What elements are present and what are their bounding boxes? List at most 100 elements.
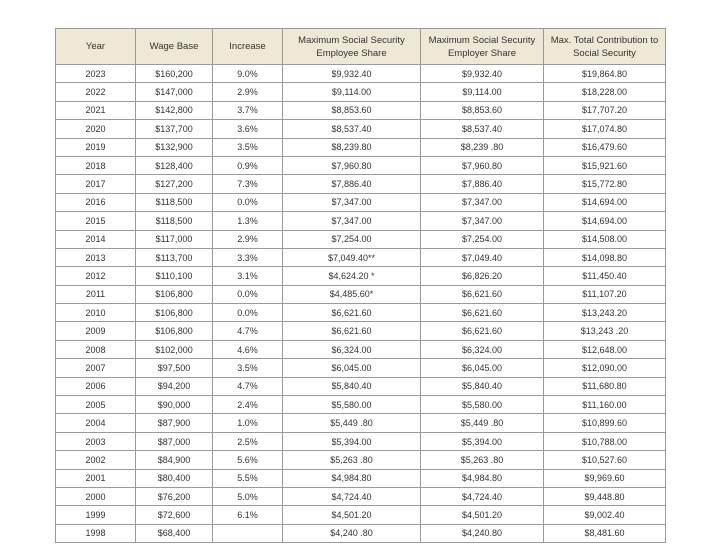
- table-cell: 5.5%: [212, 468, 283, 488]
- table-cell: $7,347.00: [420, 211, 544, 231]
- table-row: 2010 $106,800 0.0% $6,621.60 $6,621.60 $13,24…: [55, 303, 666, 323]
- table-cell: $118,500: [135, 192, 213, 213]
- table-row: 2001 $80,400 5.5% $4,984.80 $4,984.80 $9,969.…: [55, 468, 666, 488]
- table-cell: 2.9%: [212, 82, 283, 102]
- table-cell: $4,240.80: [420, 523, 544, 544]
- table-row: 2017 $127,200 7.3% $7,886.40 $7,886.40 $15,77…: [55, 174, 666, 194]
- table-cell: $11,450.40: [543, 266, 666, 286]
- table-cell: 2005: [55, 395, 136, 415]
- table-cell: $6,621.60: [420, 303, 544, 323]
- table-row: 2023 $160,200 9.0% $9,932.40 $9,932.40 $19,86…: [55, 63, 666, 84]
- table-cell: $106,800: [135, 284, 213, 305]
- table-cell: 2.4%: [212, 395, 283, 415]
- table-cell: 3.5%: [212, 358, 283, 378]
- table-cell: $11,680.80: [543, 376, 666, 397]
- table-cell: $9,932.40: [282, 63, 421, 84]
- table-cell: $5,263 .80: [420, 450, 544, 470]
- table-cell: 2019: [55, 137, 136, 157]
- table-cell: $118,500: [135, 211, 213, 231]
- table-cell: $14,694.00: [543, 192, 666, 213]
- table-cell: $80,400: [135, 468, 213, 488]
- table-cell: $12,090.00: [543, 358, 666, 378]
- table-cell: $9,969.60: [543, 468, 666, 488]
- table-row: 2006 $94,200 4.7% $5,840.40 $5,840.40 $11,680…: [55, 376, 666, 397]
- table-row: 2000 $76,200 5.0% $4,724.40 $4,724.40 $9,448.…: [55, 486, 666, 507]
- column-header: Max. Total Contribution to Social Securi…: [543, 28, 666, 65]
- table-cell: $5,449 .80: [282, 413, 421, 433]
- table-cell: $5,840.40: [282, 376, 421, 397]
- table-cell: $18,228.00: [543, 82, 666, 102]
- table-cell: $10,527.60: [543, 450, 666, 470]
- table-cell: $7,049.40**: [282, 247, 421, 268]
- table-cell: $132,900: [135, 137, 213, 157]
- table-cell: $9,002.40: [543, 505, 666, 525]
- table-cell: $4,501.20: [282, 505, 421, 525]
- table-cell: $6,324.00: [420, 339, 544, 360]
- table-cell: 2017: [55, 174, 136, 194]
- table-cell: $87,000: [135, 431, 213, 452]
- header-row: Year Wage Base Increase Maximum Social Secu…: [55, 28, 666, 65]
- table-cell: $160,200: [135, 63, 213, 84]
- table-cell: 0.0%: [212, 192, 283, 213]
- table-cell: $5,580.00: [420, 395, 544, 415]
- table-row: 2011 $106,800 0.0% $4,485.60* $6,621.60 $11,1…: [55, 284, 666, 305]
- table-cell: $8,853.60: [282, 100, 421, 121]
- table-cell: $5,263 .80: [282, 450, 421, 470]
- table-cell: $102,000: [135, 339, 213, 360]
- column-header: Wage Base: [135, 28, 213, 65]
- table-cell: 4.7%: [212, 321, 283, 341]
- table-cell: $15,772.80: [543, 174, 666, 194]
- table-cell: 2008: [55, 339, 136, 360]
- table-cell: $97,500: [135, 358, 213, 378]
- table-cell: $7,254.00: [420, 229, 544, 249]
- table-cell: 2009: [55, 321, 136, 341]
- table-cell: $14,098.80: [543, 247, 666, 268]
- table-cell: 1998: [55, 523, 136, 544]
- table-cell: 0.0%: [212, 284, 283, 305]
- table-cell: $6,621.60: [282, 303, 421, 323]
- table-cell: 2018: [55, 155, 136, 176]
- table-row: 1999 $72,600 6.1% $4,501.20 $4,501.20 $9,002.…: [55, 505, 666, 525]
- table-row: 2018 $128,400 0.9% $7,960.80 $7,960.80 $15,92…: [55, 155, 666, 176]
- table-cell: $14,508.00: [543, 229, 666, 249]
- table-cell: 0.9%: [212, 155, 283, 176]
- table-cell: $72,600: [135, 505, 213, 525]
- table-cell: $113,700: [135, 247, 213, 268]
- table-cell: $106,800: [135, 321, 213, 341]
- table-row: 2003 $87,000 2.5% $5,394.00 $5,394.00 $10,788…: [55, 431, 666, 452]
- table-row: 2014 $117,000 2.9% $7,254.00 $7,254.00 $14,50…: [55, 229, 666, 249]
- table-cell: $8,481.60: [543, 523, 666, 544]
- table-cell: $8,853.60: [420, 100, 544, 121]
- table-cell: $17,707.20: [543, 100, 666, 121]
- table-cell: $84,900: [135, 450, 213, 470]
- table-cell: 2006: [55, 376, 136, 397]
- table-cell: 6.1%: [212, 505, 283, 525]
- table-cell: $9,114.00: [282, 82, 421, 102]
- empty-cell: [212, 523, 283, 544]
- table-cell: $6,324.00: [282, 339, 421, 360]
- table-cell: $5,840.40: [420, 376, 544, 397]
- table-row: 2012 $110,100 3.1% $4,624.20 * $6,826.20 $11,…: [55, 266, 666, 286]
- table-cell: $8,239.80: [282, 137, 421, 157]
- column-header: Maximum Social Security Employer Share: [420, 28, 544, 65]
- table-cell: $13,243 .20: [543, 321, 666, 341]
- table-row: 2016 $118,500 0.0% $7,347.00 $7,347.00 $14,69…: [55, 192, 666, 213]
- table-body: 2023 $160,200 9.0% $9,932.40 $9,932.40 $19,86…: [55, 63, 666, 544]
- table-cell: 2014: [55, 229, 136, 249]
- table-cell: $7,347.00: [420, 192, 544, 213]
- table-cell: 5.6%: [212, 450, 283, 470]
- table-cell: 2011: [55, 284, 136, 305]
- table-row: 2007 $97,500 3.5% $6,045.00 $6,045.00 $12,090…: [55, 358, 666, 378]
- table-cell: 4.6%: [212, 339, 283, 360]
- table-cell: $137,700: [135, 119, 213, 139]
- table-cell: $76,200: [135, 486, 213, 507]
- table-cell: $5,394.00: [282, 431, 421, 452]
- table-cell: 2015: [55, 211, 136, 231]
- table-cell: $6,045.00: [282, 358, 421, 378]
- table-cell: 0.0%: [212, 303, 283, 323]
- table-cell: $13,243.20: [543, 303, 666, 323]
- table-cell: $4,624.20 *: [282, 266, 421, 286]
- table-cell: $16,479.60: [543, 137, 666, 157]
- table-cell: 3.3%: [212, 247, 283, 268]
- table-cell: $106,800: [135, 303, 213, 323]
